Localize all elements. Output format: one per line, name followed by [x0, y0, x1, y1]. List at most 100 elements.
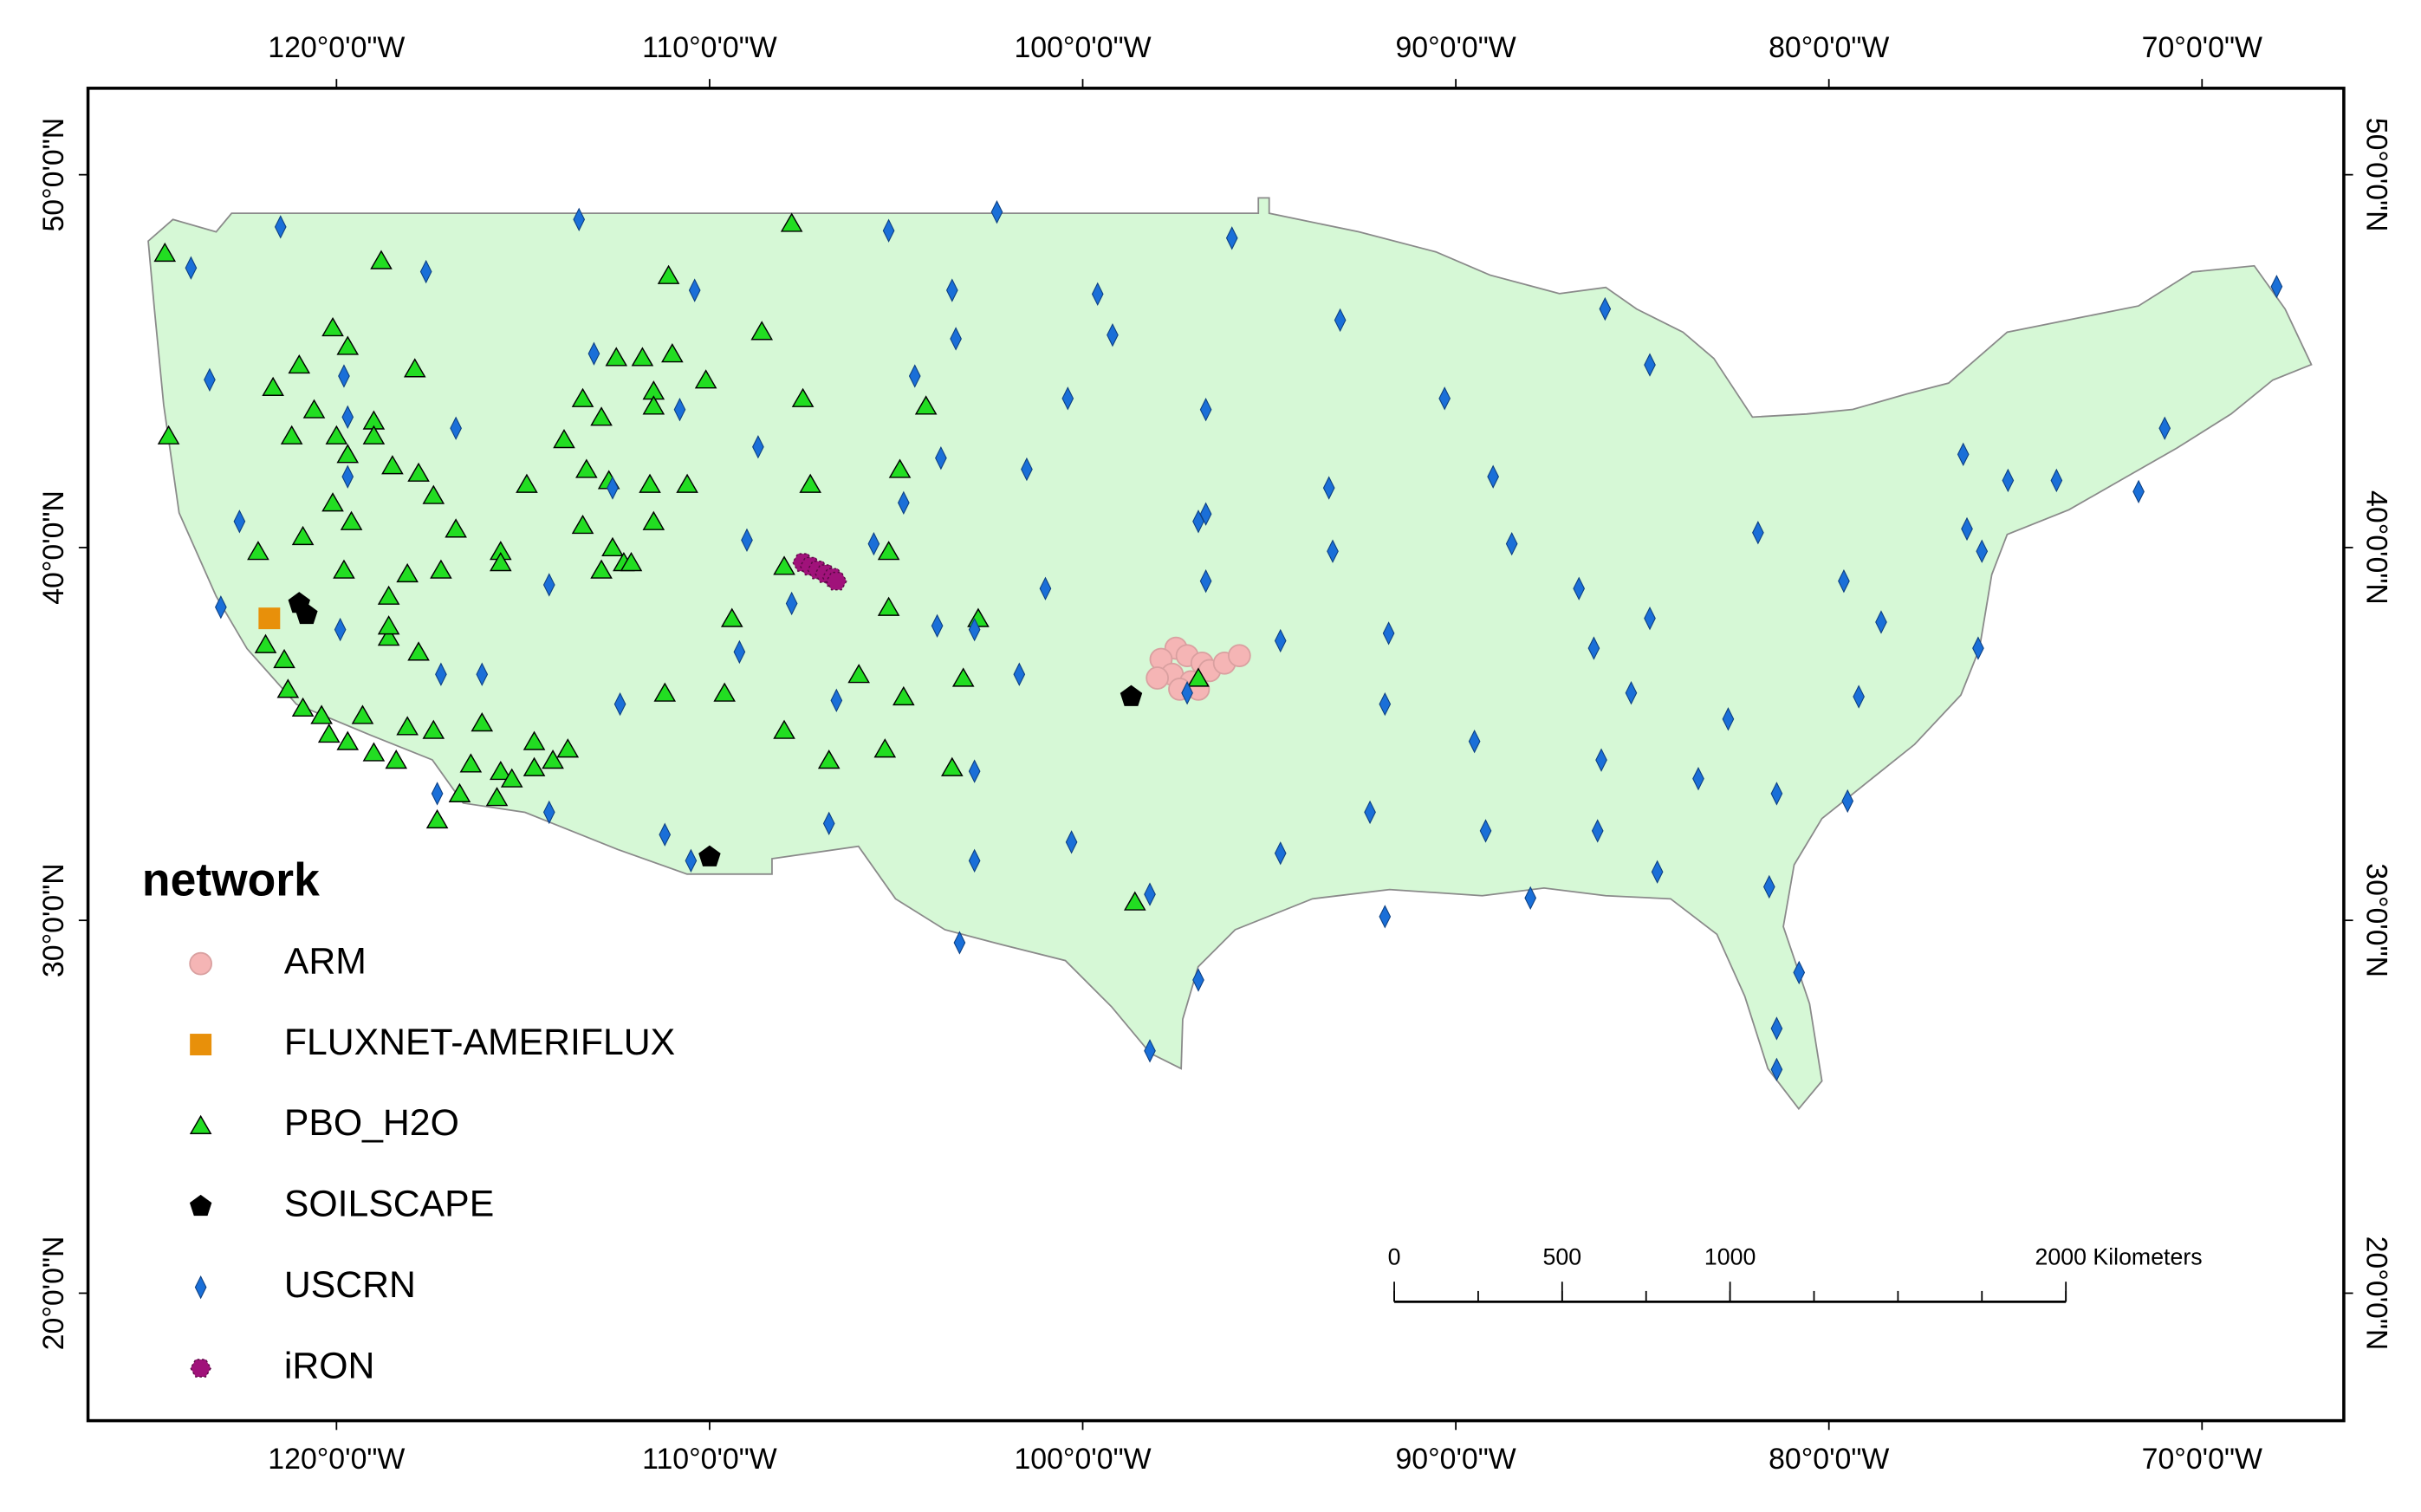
x-tick-label-top: 100°0'0"W	[1014, 31, 1151, 64]
x-tick-label-bottom: 70°0'0"W	[2142, 1443, 2262, 1476]
site-marker	[377, 585, 400, 605]
scale-bar-label: 1000	[1704, 1244, 1756, 1270]
site-marker	[1961, 516, 1973, 542]
site-marker	[1972, 636, 1984, 660]
site-marker	[968, 617, 981, 642]
site-marker	[471, 712, 494, 732]
site-marker	[773, 719, 795, 739]
site-marker	[2158, 416, 2171, 440]
site-marker	[280, 425, 303, 445]
site-marker	[321, 316, 344, 337]
site-marker	[847, 664, 870, 684]
site-marker	[1644, 607, 1656, 631]
site-marker	[2270, 275, 2283, 299]
site-marker	[1770, 782, 1783, 806]
site-marker	[817, 750, 841, 769]
legend-label: PBO_H2O	[284, 1102, 459, 1144]
site-marker	[362, 425, 386, 445]
site-marker	[968, 759, 981, 783]
site-marker	[185, 256, 198, 280]
y-tick-label-right: 50°0'0"N	[2360, 118, 2393, 232]
site-marker	[785, 591, 798, 616]
site-marker	[1327, 539, 1339, 563]
site-marker	[377, 626, 400, 646]
site-marker	[334, 617, 347, 642]
site-marker	[291, 697, 315, 717]
site-marker	[873, 738, 897, 758]
site-marker	[338, 364, 350, 388]
site-marker	[1144, 882, 1156, 906]
site-marker	[698, 845, 721, 866]
site-marker	[1199, 502, 1212, 526]
site-marker	[204, 367, 216, 392]
site-marker	[931, 613, 944, 638]
site-marker	[877, 541, 900, 561]
site-marker	[1013, 662, 1026, 686]
site-marker	[1762, 874, 1775, 899]
site-marker	[274, 215, 287, 239]
site-marker	[825, 571, 847, 591]
site-marker	[341, 405, 354, 429]
site-marker	[750, 321, 774, 341]
site-marker	[1181, 681, 1193, 705]
site-marker	[1722, 707, 1735, 731]
site-marker	[396, 716, 419, 736]
x-tick-label-bottom: 100°0'0"W	[1014, 1443, 1151, 1476]
site-marker	[1334, 308, 1347, 333]
site-marker	[419, 259, 432, 284]
site-marker	[1144, 1039, 1156, 1063]
site-marker	[587, 341, 600, 366]
site-marker	[1770, 1057, 1783, 1081]
site-marker	[336, 444, 360, 464]
site-marker	[325, 425, 348, 445]
site-marker	[459, 753, 483, 773]
site-marker	[733, 639, 746, 665]
site-marker	[642, 395, 665, 415]
x-tick-label-top: 80°0'0"W	[1769, 31, 1889, 64]
site-marker	[341, 464, 354, 489]
site-marker	[631, 347, 654, 367]
site-marker	[522, 730, 546, 750]
site-marker	[1123, 891, 1146, 911]
site-marker	[1438, 386, 1451, 411]
site-marker	[396, 562, 419, 583]
site-marker	[157, 425, 180, 445]
site-marker	[1322, 476, 1335, 500]
site-marker	[661, 343, 684, 363]
site-marker	[1599, 296, 1612, 321]
site-marker	[1468, 729, 1481, 754]
site-marker	[542, 750, 564, 769]
site-marker	[403, 358, 426, 378]
site-marker	[407, 641, 430, 661]
site-marker	[1187, 667, 1210, 687]
site-marker	[288, 354, 311, 374]
site-marker	[233, 509, 246, 534]
site-marker	[908, 364, 921, 388]
site-marker	[321, 492, 344, 512]
site-marker	[573, 207, 586, 231]
site-marker	[295, 603, 318, 625]
site-marker	[1146, 666, 1169, 690]
site-marker	[935, 445, 947, 470]
site-marker	[688, 278, 701, 302]
site-marker	[425, 808, 449, 829]
site-marker	[791, 387, 815, 407]
site-marker	[1651, 860, 1664, 884]
x-tick-label-top: 120°0'0"W	[268, 31, 405, 64]
site-marker	[381, 455, 404, 475]
site-marker	[1120, 685, 1143, 706]
site-marker	[601, 536, 624, 556]
site-marker	[1227, 644, 1251, 668]
site-marker	[1192, 968, 1204, 992]
site-marker	[941, 756, 964, 776]
site-marker	[752, 435, 764, 459]
site-marker	[867, 531, 880, 556]
legend-label: iRON	[284, 1345, 375, 1386]
site-marker	[1199, 568, 1212, 594]
site-marker	[450, 416, 462, 440]
site-marker	[620, 552, 643, 572]
site-marker	[1644, 353, 1656, 377]
y-tick-label-right: 20°0'0"N	[2360, 1236, 2393, 1351]
x-tick-label-bottom: 90°0'0"W	[1395, 1443, 1516, 1476]
